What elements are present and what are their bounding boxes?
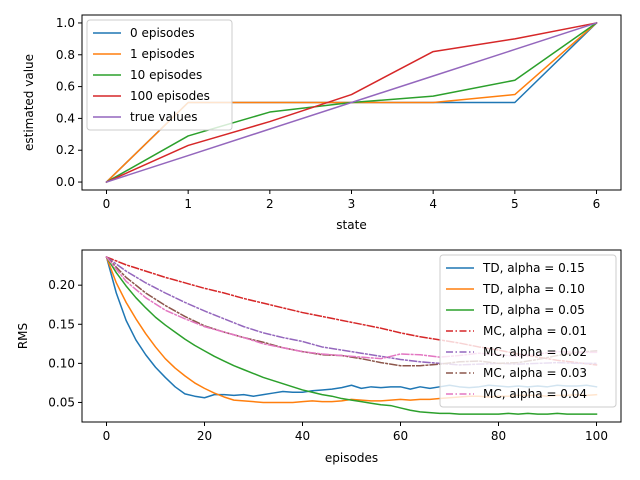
rms-error-x-tick-label-2: 40	[295, 429, 310, 443]
state-value-x-axis-label: state	[336, 218, 366, 232]
rms-error-y-tick-label-0: 0.05	[48, 395, 75, 409]
state-value-x-tick-label-1: 1	[184, 197, 192, 211]
rms-error-y-tick-label-1: 0.10	[48, 356, 75, 370]
rms-error-y-axis-label: RMS	[16, 323, 30, 349]
rms-error-series-line-2	[105, 256, 598, 415]
rms-error-y-tick-label-3: 0.20	[48, 278, 75, 292]
state-value-series-line-4	[105, 22, 598, 183]
state-value-y-tick-label-5: 1.0	[56, 16, 75, 30]
rms-error-axes-frame	[81, 249, 622, 423]
state-value-x-tick-label-5: 5	[511, 197, 519, 211]
state-value-y-tick-label-1: 0.2	[56, 143, 75, 157]
state-value-x-tick-label-4: 4	[429, 197, 437, 211]
rms-error-legend-label-4: MC, alpha = 0.02	[483, 345, 587, 359]
rms-error-x-tick-label-1: 20	[197, 429, 212, 443]
state-value-chart: 0 1 2 3 4 5 6 0.0 0.2 0.4 0.6 0.8 1.0 state estimate…	[22, 14, 622, 232]
state-value-legend-label-1: 1 episodes	[130, 47, 195, 61]
rms-error-legend-label-1: TD, alpha = 0.10	[482, 282, 585, 296]
state-value-y-tick-label-0: 0.0	[56, 175, 75, 189]
rms-error-legend-label-6: MC, alpha = 0.04	[483, 387, 587, 401]
state-value-legend-label-2: 10 episodes	[130, 68, 202, 82]
rms-error-legend-label-3: MC, alpha = 0.01	[483, 324, 587, 338]
rms-error-legend: TD, alpha = 0.15 TD, alpha = 0.10 TD, alph…	[439, 254, 617, 408]
rms-error-ticks: 0 20 40 60 80 100 0.05 0.10 0.15 0.20	[48, 278, 608, 443]
rms-error-y-tick-label-2: 0.15	[48, 317, 75, 331]
rms-error-legend-label-5: MC, alpha = 0.03	[483, 366, 587, 380]
rms-error-chart: 0 20 40 60 80 100 0.05 0.10 0.15 0.20 episodes RM…	[16, 249, 622, 465]
rms-error-x-axis-label: episodes	[325, 451, 378, 465]
state-value-ticks: 0 1 2 3 4 5 6 0.0 0.2 0.4 0.6 0.8 1.0	[56, 16, 600, 211]
state-value-legend-label-3: 100 episodes	[130, 89, 210, 103]
state-value-legend-box	[86, 19, 233, 131]
state-value-legend-label-0: 0 episodes	[130, 26, 195, 40]
state-value-y-axis-label: estimated value	[22, 54, 36, 151]
state-value-legend: 0 episodes 1 episodes 10 episodes 100 episo…	[86, 19, 233, 131]
rms-error-legend-box	[439, 254, 617, 408]
rms-error-x-tick-label-5: 100	[585, 429, 608, 443]
state-value-x-tick-label-6: 6	[593, 197, 601, 211]
rms-error-x-tick-label-4: 80	[491, 429, 506, 443]
rms-error-legend-label-2: TD, alpha = 0.05	[482, 303, 585, 317]
rms-error-x-tick-label-3: 60	[393, 429, 408, 443]
state-value-y-tick-label-3: 0.6	[56, 80, 75, 94]
state-value-x-tick-label-2: 2	[266, 197, 274, 211]
state-value-y-tick-label-2: 0.4	[56, 111, 75, 125]
state-value-x-tick-label-3: 3	[348, 197, 356, 211]
state-value-series-line-3	[105, 22, 598, 184]
state-value-x-tick-label-0: 0	[103, 197, 111, 211]
rms-error-legend-label-0: TD, alpha = 0.15	[482, 261, 585, 275]
state-value-legend-label-4: true values	[130, 110, 197, 124]
state-value-y-tick-label-4: 0.8	[56, 48, 75, 62]
rms-error-x-tick-label-0: 0	[103, 429, 111, 443]
